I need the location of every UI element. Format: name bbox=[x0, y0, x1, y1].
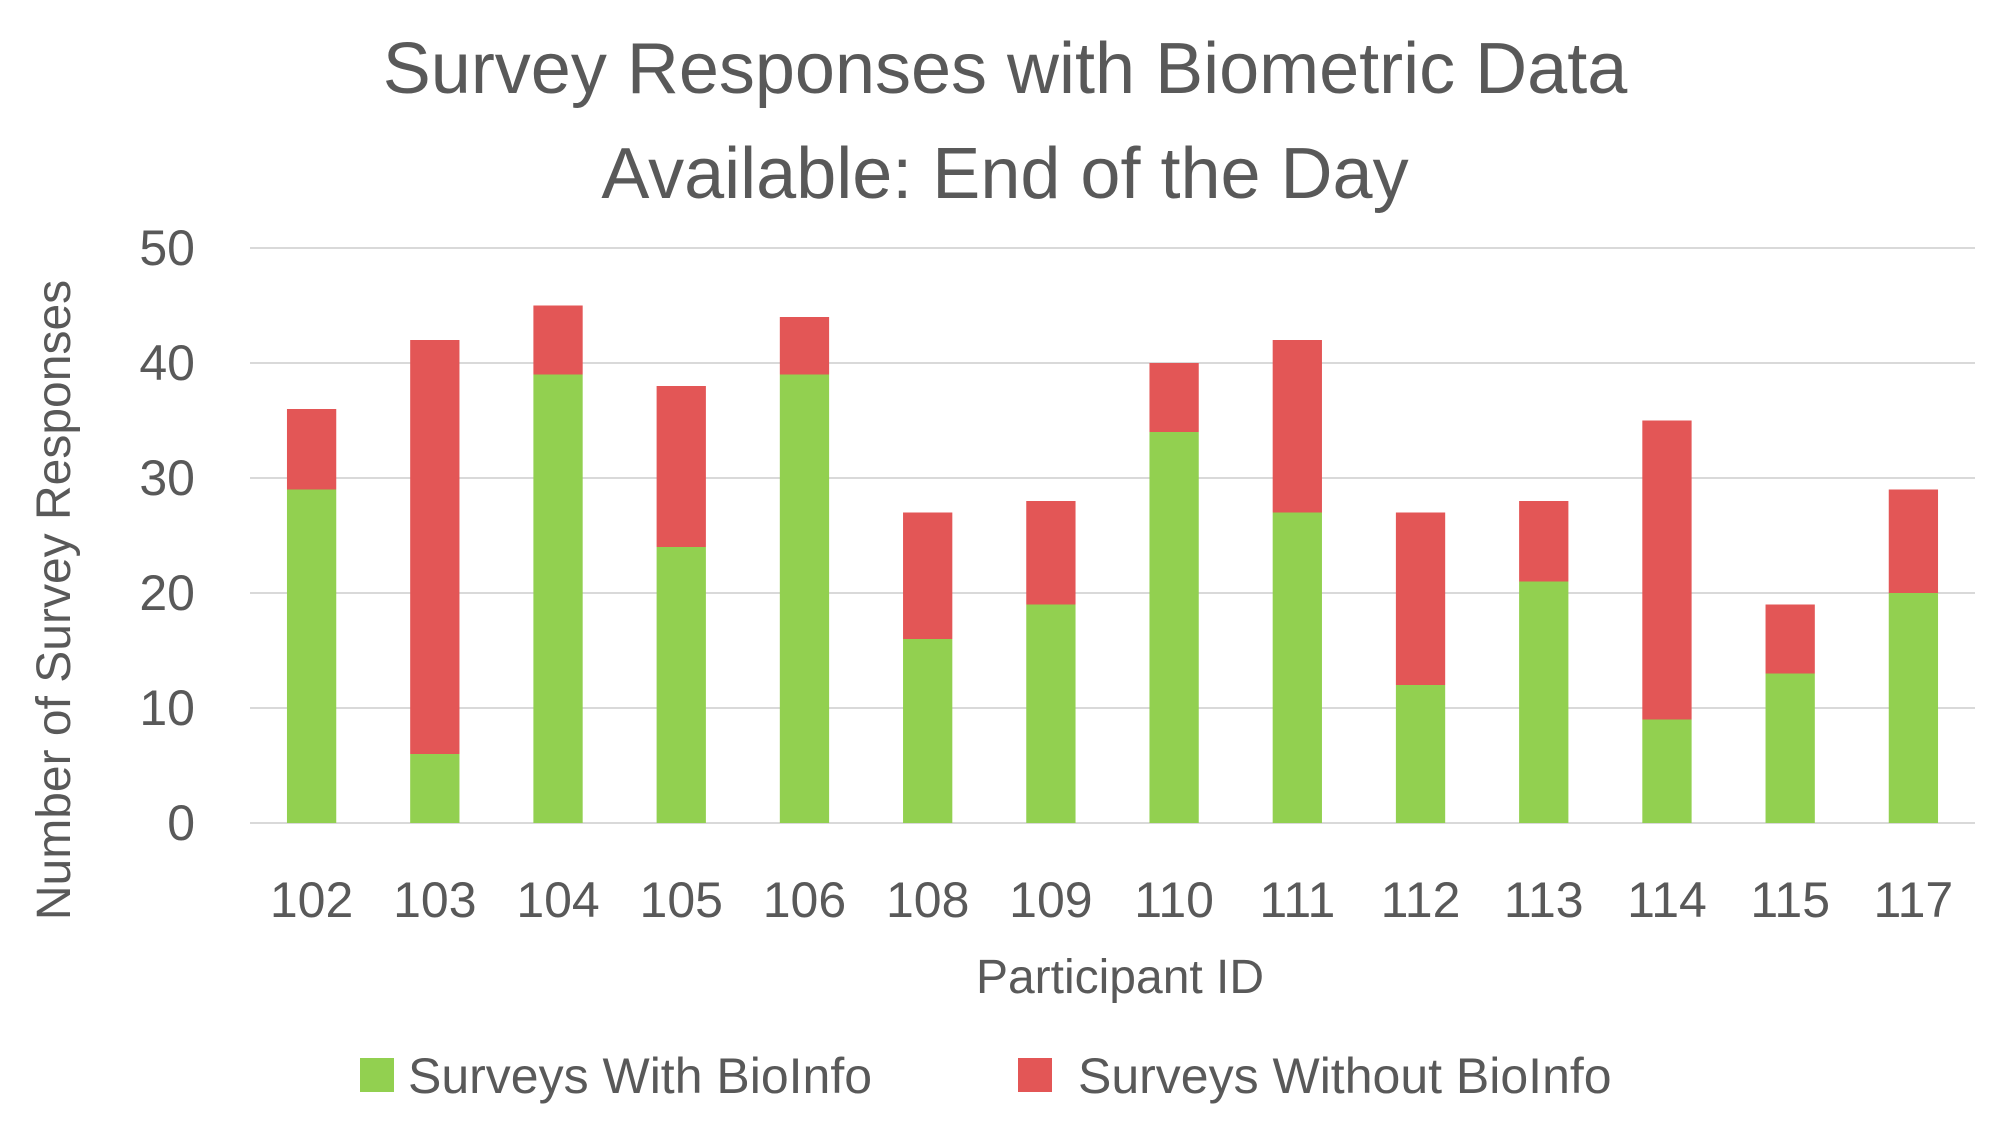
y-tick-label: 40 bbox=[139, 335, 195, 391]
x-tick-label: 106 bbox=[763, 872, 846, 928]
bar-segment-with-bioinfo bbox=[1642, 719, 1692, 823]
y-axis-label: Number of Survey Responses bbox=[28, 280, 81, 920]
bar-segment-with-bioinfo bbox=[286, 489, 337, 823]
x-tick-label: 113 bbox=[1504, 872, 1584, 928]
legend-label: Surveys With BioInfo bbox=[408, 1048, 872, 1104]
bar-segment-without-bioinfo bbox=[1519, 501, 1569, 582]
bar-segment-with-bioinfo bbox=[1519, 581, 1569, 823]
x-tick-label: 111 bbox=[1259, 872, 1335, 928]
chart-title-line-1: Survey Responses with Biometric Data bbox=[383, 29, 1628, 109]
bar-segment-with-bioinfo bbox=[1765, 673, 1815, 823]
bar-segment-without-bioinfo bbox=[1395, 512, 1446, 685]
x-tick-label: 109 bbox=[1009, 872, 1092, 928]
bar-segment-without-bioinfo bbox=[533, 305, 583, 375]
gridlines bbox=[250, 247, 1975, 824]
bar-segment-without-bioinfo bbox=[1642, 420, 1692, 720]
bar-segment-without-bioinfo bbox=[656, 386, 706, 547]
y-tick-label: 20 bbox=[139, 565, 195, 621]
legend-swatch bbox=[360, 1058, 394, 1092]
x-tick-label: 117 bbox=[1874, 872, 1954, 928]
legend: Surveys With BioInfo Surveys Without BioI… bbox=[360, 1048, 1612, 1104]
x-tick-label: 103 bbox=[393, 872, 476, 928]
bar-segment-with-bioinfo bbox=[903, 639, 953, 823]
bar-segment-without-bioinfo bbox=[286, 409, 337, 490]
y-tick-label: 10 bbox=[139, 680, 195, 736]
bar-segment-with-bioinfo bbox=[410, 754, 460, 823]
y-tick-label: 50 bbox=[139, 220, 195, 276]
bar-segment-without-bioinfo bbox=[1026, 501, 1076, 605]
chart-title-line-2: Available: End of the Day bbox=[601, 134, 1408, 214]
bar-segment-with-bioinfo bbox=[1272, 512, 1322, 823]
bar-segment-without-bioinfo bbox=[903, 512, 953, 639]
bar-segment-without-bioinfo bbox=[1765, 604, 1815, 674]
bars bbox=[286, 305, 1939, 823]
x-tick-label: 110 bbox=[1134, 872, 1214, 928]
bar-segment-with-bioinfo bbox=[656, 547, 706, 823]
legend-swatch bbox=[1018, 1058, 1052, 1092]
x-tick-label: 112 bbox=[1381, 872, 1461, 928]
bar-segment-with-bioinfo bbox=[1395, 685, 1446, 823]
legend-label: Surveys Without BioInfo bbox=[1078, 1048, 1612, 1104]
x-tick-label: 115 bbox=[1750, 872, 1830, 928]
y-tick-label: 30 bbox=[139, 450, 195, 506]
x-tick-label: 104 bbox=[516, 872, 599, 928]
bar-segment-without-bioinfo bbox=[1272, 340, 1322, 513]
x-tick-label: 114 bbox=[1627, 872, 1707, 928]
chart-title: Survey Responses with Biometric Data Ava… bbox=[383, 29, 1628, 214]
x-tick-label: 102 bbox=[270, 872, 353, 928]
bar-segment-with-bioinfo bbox=[1888, 593, 1939, 823]
bar-segment-with-bioinfo bbox=[1149, 432, 1199, 823]
bar-segment-with-bioinfo bbox=[779, 374, 830, 823]
bar-segment-with-bioinfo bbox=[533, 374, 583, 823]
bar-segment-with-bioinfo bbox=[1026, 604, 1076, 823]
bar-segment-without-bioinfo bbox=[1149, 363, 1199, 432]
x-axis-label: Participant ID bbox=[976, 951, 1264, 1004]
x-tick-label: 105 bbox=[640, 872, 723, 928]
x-tick-label: 108 bbox=[886, 872, 969, 928]
bar-segment-without-bioinfo bbox=[779, 317, 830, 375]
y-tick-labels: 0 10 20 30 40 50 bbox=[139, 220, 195, 851]
bar-segment-without-bioinfo bbox=[1888, 489, 1939, 593]
y-tick-label: 0 bbox=[167, 795, 195, 851]
x-tick-labels: 102 103 104 105 106 108 109 110 111 112 113 114 115 1… bbox=[270, 872, 1953, 928]
bar-segment-without-bioinfo bbox=[410, 340, 460, 754]
